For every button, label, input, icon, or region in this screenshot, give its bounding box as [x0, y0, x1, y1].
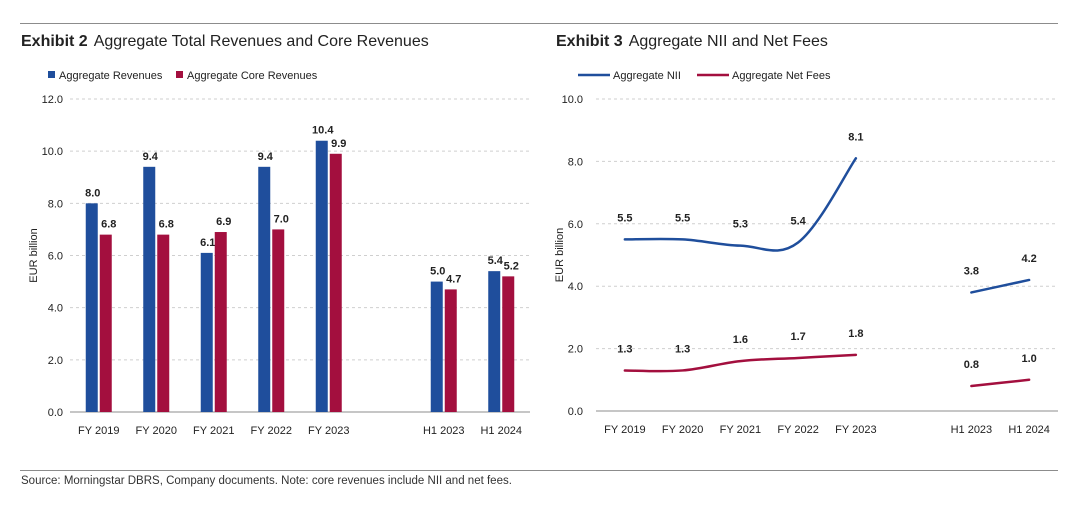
data-label: 9.4: [258, 151, 274, 163]
bar: [258, 166, 271, 412]
y-axis-title: EUR billion: [28, 228, 40, 282]
data-label: 6.9: [216, 216, 231, 228]
y-tick-label: 8.0: [48, 198, 63, 210]
data-label: 6.1: [200, 237, 215, 249]
bar: [488, 271, 501, 412]
x-tick-label: FY 2019: [78, 425, 119, 437]
legend-label-1: Aggregate Revenues: [59, 70, 163, 82]
data-label: 8.1: [848, 131, 863, 143]
x-tick-label: FY 2022: [251, 425, 292, 437]
data-label: 5.4: [488, 255, 504, 267]
bar: [99, 234, 112, 412]
exhibit-2-title: Exhibit 2 Aggregate Total Revenues and Co…: [21, 33, 429, 51]
y-tick-label: 6.0: [48, 251, 63, 263]
data-label: 6.8: [101, 219, 116, 231]
data-label: 1.0: [1021, 353, 1036, 365]
data-label: 5.5: [675, 212, 690, 224]
bar: [502, 276, 515, 412]
exhibit-2-number: Exhibit 2: [21, 33, 88, 50]
x-tick-label: H1 2024: [1008, 424, 1050, 436]
bar-chart: Aggregate Revenues Aggregate Core Revenue…: [28, 70, 530, 437]
bar: [214, 232, 227, 412]
x-tick-label: H1 2023: [951, 424, 993, 436]
series-line-1: [623, 157, 858, 252]
y-tick-label: 10.0: [562, 94, 583, 106]
series-line-2: [623, 353, 858, 373]
legend-swatch-2: [176, 71, 183, 78]
y-tick-label: 0.0: [568, 406, 583, 418]
bar: [430, 281, 443, 412]
legend-label-1: Aggregate NII: [613, 70, 681, 82]
data-label: 6.8: [159, 219, 174, 231]
x-tick-label: FY 2019: [604, 424, 645, 436]
bar: [315, 140, 328, 412]
bar: [444, 289, 457, 412]
y-tick-label: 10.0: [42, 146, 63, 158]
x-tick-label: FY 2021: [720, 424, 761, 436]
y-tick-label: 8.0: [568, 156, 583, 168]
y-axis-title: EUR billion: [554, 228, 566, 282]
data-label: 3.8: [964, 265, 979, 277]
bar: [200, 252, 213, 412]
source-note: Source: Morningstar DBRS, Company docume…: [21, 475, 512, 487]
data-label: 4.2: [1021, 253, 1036, 265]
line-chart: Aggregate NII Aggregate Net Fees 0.0 2.0 4.0…: [554, 70, 1058, 436]
data-label: 0.8: [964, 359, 979, 371]
exhibit-3-title: Exhibit 3 Aggregate NII and Net Fees: [556, 33, 828, 51]
x-tick-label: FY 2023: [308, 425, 349, 437]
data-label: 5.0: [430, 266, 445, 278]
x-tick-label: FY 2020: [136, 425, 177, 437]
series-line-2: [970, 378, 1031, 388]
top-rule: [20, 23, 1058, 24]
legend-label-2: Aggregate Core Revenues: [187, 70, 318, 82]
data-label: 10.4: [312, 125, 334, 137]
y-tick-label: 4.0: [48, 303, 63, 315]
bar: [143, 166, 156, 412]
data-label: 1.3: [675, 343, 690, 355]
x-tick-label: FY 2023: [835, 424, 876, 436]
data-label: 5.5: [617, 212, 632, 224]
y-tick-label: 6.0: [568, 219, 583, 231]
data-label: 4.7: [446, 273, 461, 285]
data-label: 9.9: [331, 138, 346, 150]
bar: [85, 203, 98, 412]
data-label: 1.8: [848, 328, 863, 340]
x-tick-label: FY 2021: [193, 425, 234, 437]
bar: [157, 234, 170, 412]
exhibit-3-text: Aggregate NII and Net Fees: [628, 33, 828, 50]
data-label: 8.0: [85, 187, 100, 199]
data-label: 1.7: [790, 331, 805, 343]
y-tick-label: 2.0: [568, 344, 583, 356]
y-tick-label: 4.0: [568, 281, 583, 293]
x-tick-label: FY 2022: [777, 424, 818, 436]
legend-label-2: Aggregate Net Fees: [732, 70, 831, 82]
data-label: 1.3: [617, 343, 632, 355]
data-label: 5.3: [733, 219, 748, 231]
data-label: 9.4: [143, 151, 159, 163]
data-label: 5.4: [790, 216, 806, 228]
legend-swatch-1: [48, 71, 55, 78]
exhibit-3-number: Exhibit 3: [556, 33, 623, 50]
y-tick-label: 0.0: [48, 407, 63, 419]
x-tick-label: FY 2020: [662, 424, 703, 436]
series-line-1: [970, 278, 1031, 294]
bar: [272, 229, 285, 412]
y-tick-label: 12.0: [42, 94, 63, 106]
y-tick-label: 2.0: [48, 355, 63, 367]
data-label: 1.6: [733, 334, 748, 346]
exhibit-2-text: Aggregate Total Revenues and Core Revenu…: [93, 33, 429, 50]
data-label: 7.0: [274, 213, 289, 225]
bar: [329, 153, 342, 412]
bottom-rule: [20, 470, 1058, 471]
x-tick-label: H1 2024: [480, 425, 522, 437]
data-label: 5.2: [504, 260, 519, 272]
x-tick-label: H1 2023: [423, 425, 465, 437]
